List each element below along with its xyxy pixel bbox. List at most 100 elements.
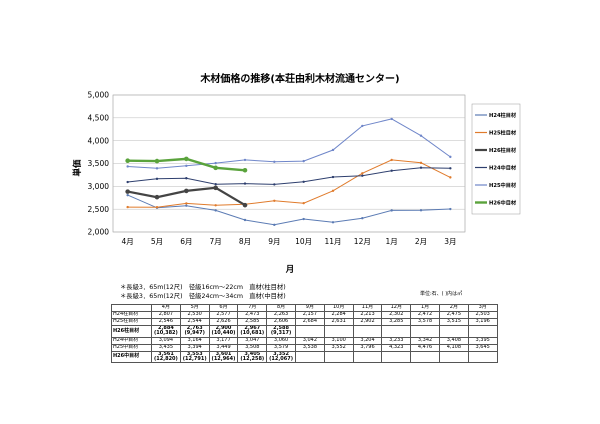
table-cell [410, 325, 440, 338]
data-point [273, 199, 276, 202]
data-point [125, 189, 130, 194]
data-point [214, 209, 217, 212]
row-label: H26柱目材 [111, 325, 152, 338]
table-cell: 3,342 [410, 336, 440, 345]
cell-volume-value: (12,258) [240, 355, 265, 362]
x-tick-label: 12月 [354, 237, 371, 246]
x-tick-labels: 4月 5月 6月 7月 8月 9月 10月 11月 12月 1月 2月 3月 [122, 237, 457, 246]
cell-value: 3,601 [215, 351, 232, 357]
table-cell [438, 350, 469, 364]
data-point [302, 217, 305, 221]
table-cell [438, 325, 469, 338]
table-cell: 2,763 (9,947) [179, 325, 210, 338]
data-point [361, 172, 364, 175]
cell-value: 2,763 [186, 325, 203, 331]
table-cell: 2,302 [381, 311, 412, 319]
data-point [449, 207, 452, 211]
table-cell: 2,626 [208, 318, 239, 326]
data-point [184, 188, 189, 194]
data-point [185, 177, 188, 180]
cell-value: 2,900 [215, 325, 232, 331]
table-cell: 2,503 [467, 311, 498, 319]
table-header-cell: 10月 [323, 304, 354, 312]
data-point [273, 183, 276, 186]
table-cell: 2,606 [266, 318, 296, 326]
cell-volume-value: (12,820) [153, 355, 178, 362]
table-cell: 3,561 (12,820) [151, 350, 181, 364]
cell-volume-value: (10,440) [211, 330, 236, 337]
data-point [154, 158, 160, 164]
table-cell: 2,284 [323, 311, 354, 319]
table-cell: 3,578 [410, 318, 440, 326]
table-cell: 3,553 (12,791) [179, 350, 210, 364]
table-cell: 2,684 [294, 318, 325, 326]
table-cell: 3,515 [438, 318, 469, 326]
data-point [185, 202, 188, 205]
table-cell [381, 350, 412, 364]
table-cell: 3,164 [179, 336, 210, 345]
cell-volume-value: (12,067) [269, 355, 294, 362]
cell-value: 3,553 [186, 351, 203, 357]
cell-volume-value: (10,681) [240, 330, 265, 337]
data-point [419, 209, 423, 212]
x-tick-label: 3月 [444, 237, 456, 246]
cell-value: 3,405 [244, 351, 261, 357]
table-cell: 2,546 [151, 318, 181, 326]
table-cell: 2,902 [352, 318, 383, 326]
x-tick-label: 7月 [210, 237, 222, 246]
data-point [419, 161, 423, 165]
data-point [302, 159, 305, 163]
legend-entry: H24中目材 [489, 164, 517, 172]
x-axis-label: 月 [285, 265, 295, 275]
data-point [273, 160, 276, 163]
x-tick-label: 2月 [415, 237, 427, 246]
cell-value: 3,352 [273, 351, 289, 357]
table-cell: 2,631 [323, 318, 354, 326]
table-cell: 3,796 [352, 343, 383, 352]
table-cell: 3,100 [323, 336, 354, 345]
data-point [126, 165, 129, 168]
y-tick-label: 5,000 [88, 91, 110, 100]
table-cell: 4,476 [410, 343, 440, 352]
legend-entry: H25中目材 [489, 181, 517, 189]
data-point [449, 176, 452, 179]
data-point [390, 158, 393, 162]
x-tick-label: 10月 [295, 237, 312, 246]
table-cell: 2,577 [208, 311, 239, 319]
table-header-cell: 8月 [266, 304, 296, 312]
table-row: H25中目材 3,435 3,394 3,449 3,508 3,579 3,538 3,55… [111, 343, 498, 352]
legend-entry: H26柱目材 [489, 146, 517, 154]
table-cell: 2,585 [237, 318, 268, 326]
table-row: H25柱目材 2,546 2,544 2,626 2,585 2,606 2,684 2,63… [111, 318, 498, 326]
cell-value: 2,884 [157, 325, 174, 331]
table-cell [352, 325, 383, 338]
data-point [125, 158, 130, 164]
table-cell: 3,405 (12,258) [237, 350, 268, 364]
data-point [242, 202, 248, 208]
table-cell: 3,204 [352, 336, 383, 345]
data-point [449, 167, 452, 170]
legend-entry: H26中目材 [489, 199, 517, 207]
cell-volume-value: (9,317) [270, 330, 292, 337]
data-point [331, 189, 335, 193]
table-cell: 3,579 [266, 343, 296, 352]
table-cell: 3,601 (12,964) [208, 350, 239, 364]
x-tick-label: 8月 [239, 237, 251, 246]
data-point [126, 205, 129, 209]
table-header-cell: 12月 [381, 304, 412, 312]
row-label: H25中目材 [111, 343, 152, 352]
table-cell: 3,645 [467, 343, 498, 352]
table-cell: 3,196 [467, 318, 498, 326]
y-tick-label: 3,500 [88, 159, 110, 168]
data-point [243, 218, 247, 222]
legend: H24柱目材 H25柱目材 H26柱目材 H24中目材 H25中目材 H26中目材 [471, 103, 521, 215]
table-cell: 2,884 (10,382) [151, 325, 181, 338]
table-cell: 2,544 [179, 318, 210, 326]
data-point [331, 221, 335, 224]
table-cell: 3,177 [208, 336, 239, 345]
table-row: H24柱目材 2,807 2,530 2,577 2,473 2,263 2,157 2,28… [111, 311, 498, 319]
table-cell: 2,967 (10,681) [237, 325, 268, 338]
data-point [419, 134, 423, 137]
chart-title: 木材価格の推移(本荘由利木材流通センター) [200, 74, 400, 85]
